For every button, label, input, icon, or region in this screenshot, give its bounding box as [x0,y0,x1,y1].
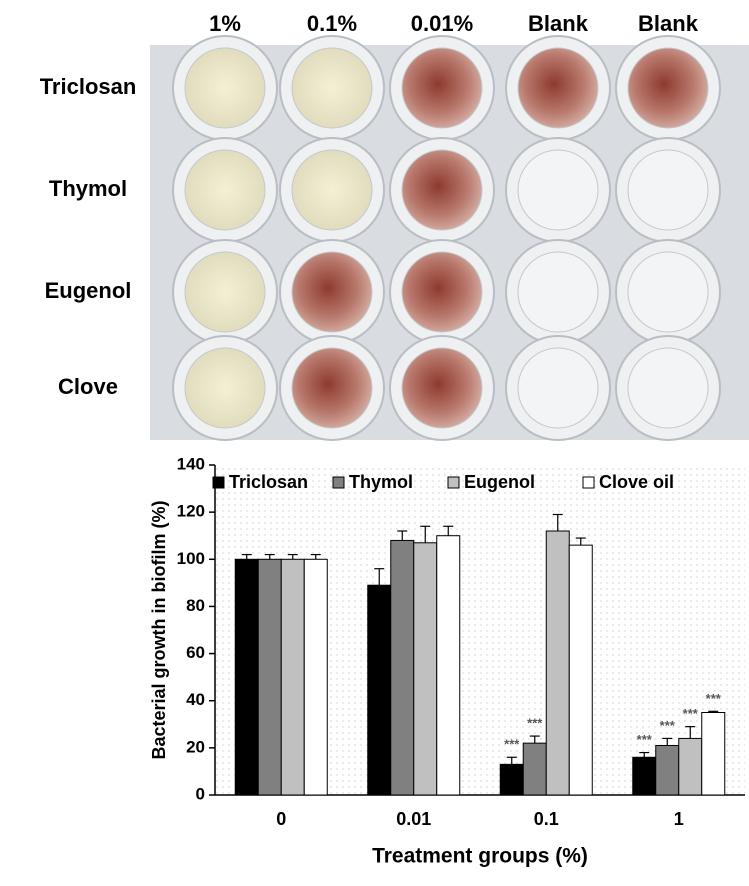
bar [701,712,726,796]
wells [172,35,721,441]
column-label: 0.1% [307,11,357,36]
well [401,251,483,333]
well [517,251,599,333]
well [184,47,266,129]
well [517,47,599,129]
well [184,347,266,429]
y-tick-label: 80 [186,596,205,615]
plot: 0 20 40 60 80 100 120 140 0 0.01 0.1 *** *** 1 *** *** *… [177,454,745,829]
legend-swatch [212,476,225,489]
well [401,347,483,429]
x-tick-label: 0.01 [396,809,431,829]
bar [257,558,282,796]
row-label: Clove [58,374,118,399]
well [291,149,373,231]
well [291,251,373,333]
x-tick-label: 0 [276,809,286,829]
bar [678,737,703,796]
significance-label: *** [637,732,653,747]
row-label: Triclosan [40,74,137,99]
well [401,47,483,129]
bar [234,558,259,796]
column-label: Blank [638,11,699,36]
legend-swatch [332,476,345,489]
well [291,347,373,429]
well [517,347,599,429]
bar [655,745,680,796]
legend-label: Eugenol [464,472,535,492]
well [184,149,266,231]
bar [390,539,415,796]
significance-label: *** [683,706,699,721]
y-tick-label: 100 [177,549,205,568]
bar [436,535,461,796]
bar [413,542,438,796]
well [627,47,709,129]
well [291,47,373,129]
y-tick-label: 140 [177,454,205,473]
well [184,251,266,333]
well [517,149,599,231]
y-tick-label: 40 [186,690,205,709]
bar [632,756,657,796]
x-tick-label: 1 [674,809,684,829]
bar [522,742,547,796]
significance-label: *** [706,691,722,706]
column-label: 1% [209,11,241,36]
legend-label: Triclosan [229,472,308,492]
significance-label: *** [660,718,676,733]
bar [568,544,593,796]
bar [499,763,524,796]
legend-label: Thymol [349,472,413,492]
well [401,149,483,231]
legend-swatch [582,476,595,489]
well [627,149,709,231]
y-tick-label: 120 [177,502,205,521]
x-axis-label: Treatment groups (%) [372,845,588,868]
bar [367,584,392,796]
row-label: Thymol [49,176,127,201]
bar [545,530,570,796]
row-label: Eugenol [45,278,132,303]
well [627,347,709,429]
well [627,251,709,333]
y-axis-label: Bacterial growth in biofilm (%) [149,500,169,759]
bar [280,558,305,796]
column-label: 0.01% [411,11,473,36]
y-tick-label: 60 [186,643,205,662]
significance-label: *** [527,716,543,731]
y-tick-label: 20 [186,737,205,756]
legend-label: Clove oil [599,472,674,492]
y-tick-label: 0 [196,784,205,803]
legend-swatch [447,476,460,489]
column-label: Blank [528,11,589,36]
bar [303,558,328,796]
x-tick-label: 0.1 [534,809,559,829]
significance-label: *** [504,737,520,752]
